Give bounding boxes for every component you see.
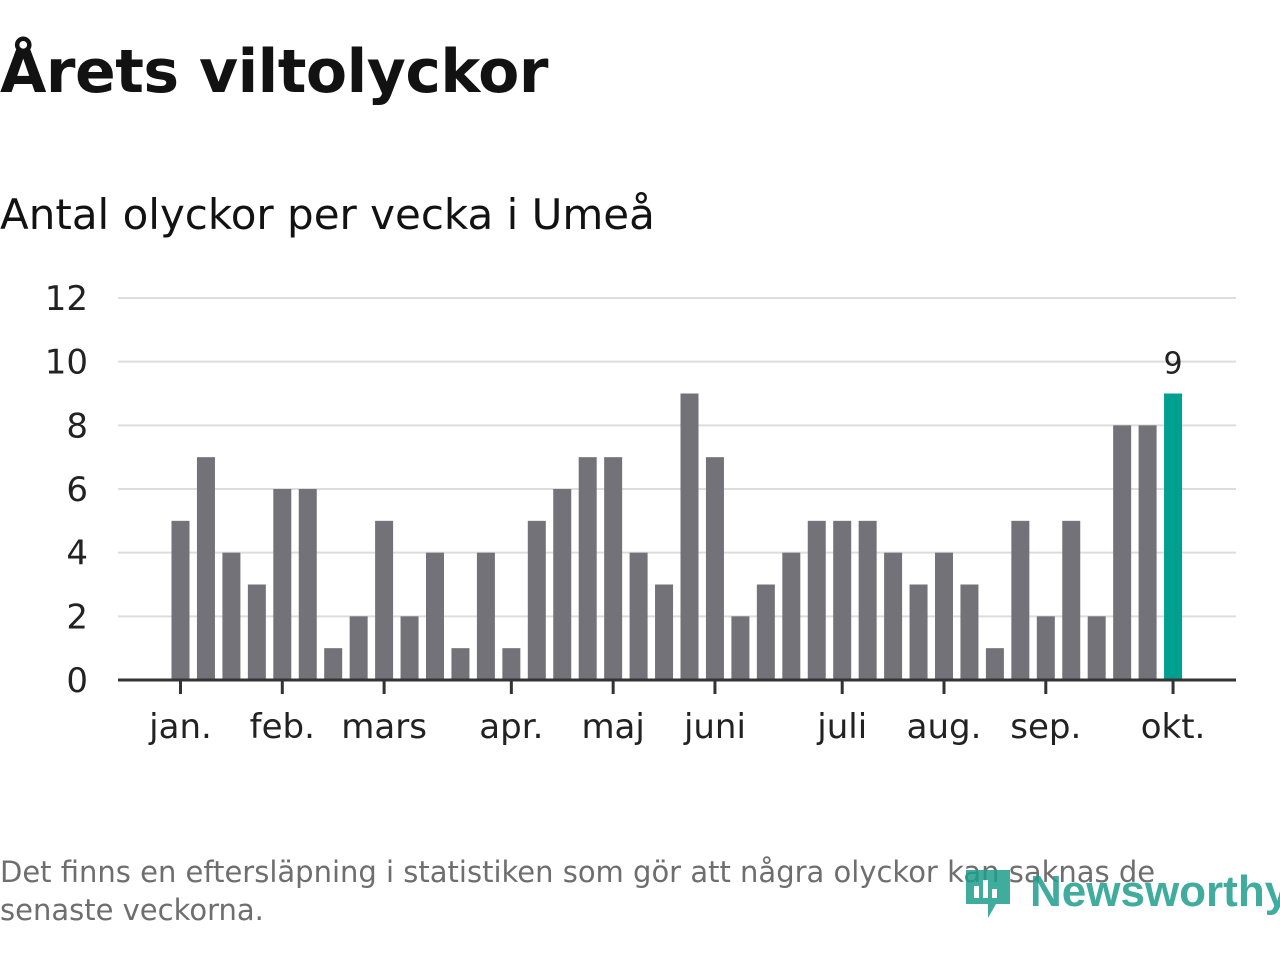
bar-week-36 [1062, 520, 1081, 680]
bar-week-33 [985, 648, 1004, 680]
bar-week-9 [375, 520, 394, 680]
bar-week-18 [604, 457, 623, 680]
y-tick-label-10: 10 [45, 343, 88, 383]
labels: 0 2 4 6 8 10 12 jan. feb. mars apr. maj juni juli aug.… [45, 279, 1206, 747]
month-label-okt.: okt. [1141, 707, 1206, 747]
bar-week-12 [451, 648, 470, 680]
bar-week-3 [222, 552, 241, 680]
bar-week-25 [782, 552, 801, 680]
month-label-feb.: feb. [250, 707, 315, 747]
bar-week-39 [1138, 425, 1157, 680]
y-tick-label-0: 0 [66, 661, 88, 701]
bar-week-1 [171, 520, 190, 680]
bar-week-28 [858, 520, 877, 680]
x-axis [118, 678, 1236, 694]
bar-week-16 [553, 489, 572, 680]
bar-week-8 [349, 616, 368, 680]
bar-week-21 [680, 393, 699, 680]
month-label-sep.: sep. [1010, 707, 1081, 747]
month-label-juli: juli [816, 707, 867, 747]
bar-week-32 [960, 584, 979, 680]
bar-week-14 [502, 648, 521, 680]
month-label-maj: maj [581, 707, 644, 747]
brand-name: Newsworthy [1030, 867, 1280, 916]
y-tick-label-8: 8 [66, 406, 88, 446]
month-label-jan.: jan. [148, 707, 212, 747]
bar-chart: 0 2 4 6 8 10 12 jan. feb. mars apr. maj juni juli aug.… [45, 279, 1236, 747]
bar-week-23 [731, 616, 750, 680]
month-label-mars: mars [341, 707, 427, 747]
bars [171, 393, 1183, 680]
footnote: Det finns en eftersläpning i statistiken… [0, 855, 1156, 927]
month-label-juni: juni [683, 707, 746, 747]
bar-week-27 [833, 520, 852, 680]
bar-highlight-week-40 [1164, 393, 1183, 680]
bar-week-34 [1011, 520, 1030, 680]
bar-week-22 [705, 457, 724, 680]
bar-week-24 [756, 584, 775, 680]
bar-week-26 [807, 520, 826, 680]
bar-week-31 [935, 552, 953, 680]
bar-week-20 [655, 584, 674, 680]
bar-week-29 [884, 552, 903, 680]
bar-week-37 [1087, 616, 1106, 680]
y-tick-label-12: 12 [45, 279, 88, 319]
bar-week-6 [298, 489, 317, 680]
bar-week-2 [196, 457, 215, 680]
chart-subtitle: Antal olyckor per vecka i Umeå [0, 190, 655, 239]
newsworthy-brand: Newsworthy [962, 862, 1280, 922]
bar-week-17 [578, 457, 597, 680]
bar-week-19 [629, 552, 648, 680]
bar-week-5 [273, 489, 292, 680]
month-label-apr.: apr. [479, 707, 543, 747]
bar-week-13 [476, 552, 495, 680]
month-label-aug.: aug. [907, 707, 982, 747]
bar-week-30 [909, 584, 928, 680]
y-tick-label-2: 2 [66, 597, 88, 637]
y-tick-label-4: 4 [66, 534, 88, 574]
bar-week-7 [324, 648, 343, 680]
bar-week-15 [527, 520, 546, 680]
bar-week-4 [247, 584, 266, 680]
y-tick-label-6: 6 [66, 470, 88, 510]
bar-week-38 [1113, 425, 1132, 680]
bar-week-11 [426, 552, 444, 680]
highlight-value-label: 9 [1164, 347, 1183, 382]
bar-week-35 [1036, 616, 1055, 680]
bar-week-10 [400, 616, 419, 680]
chart-title: Årets viltolyckor [0, 37, 549, 107]
newsworthy-logo-icon [966, 870, 1010, 918]
